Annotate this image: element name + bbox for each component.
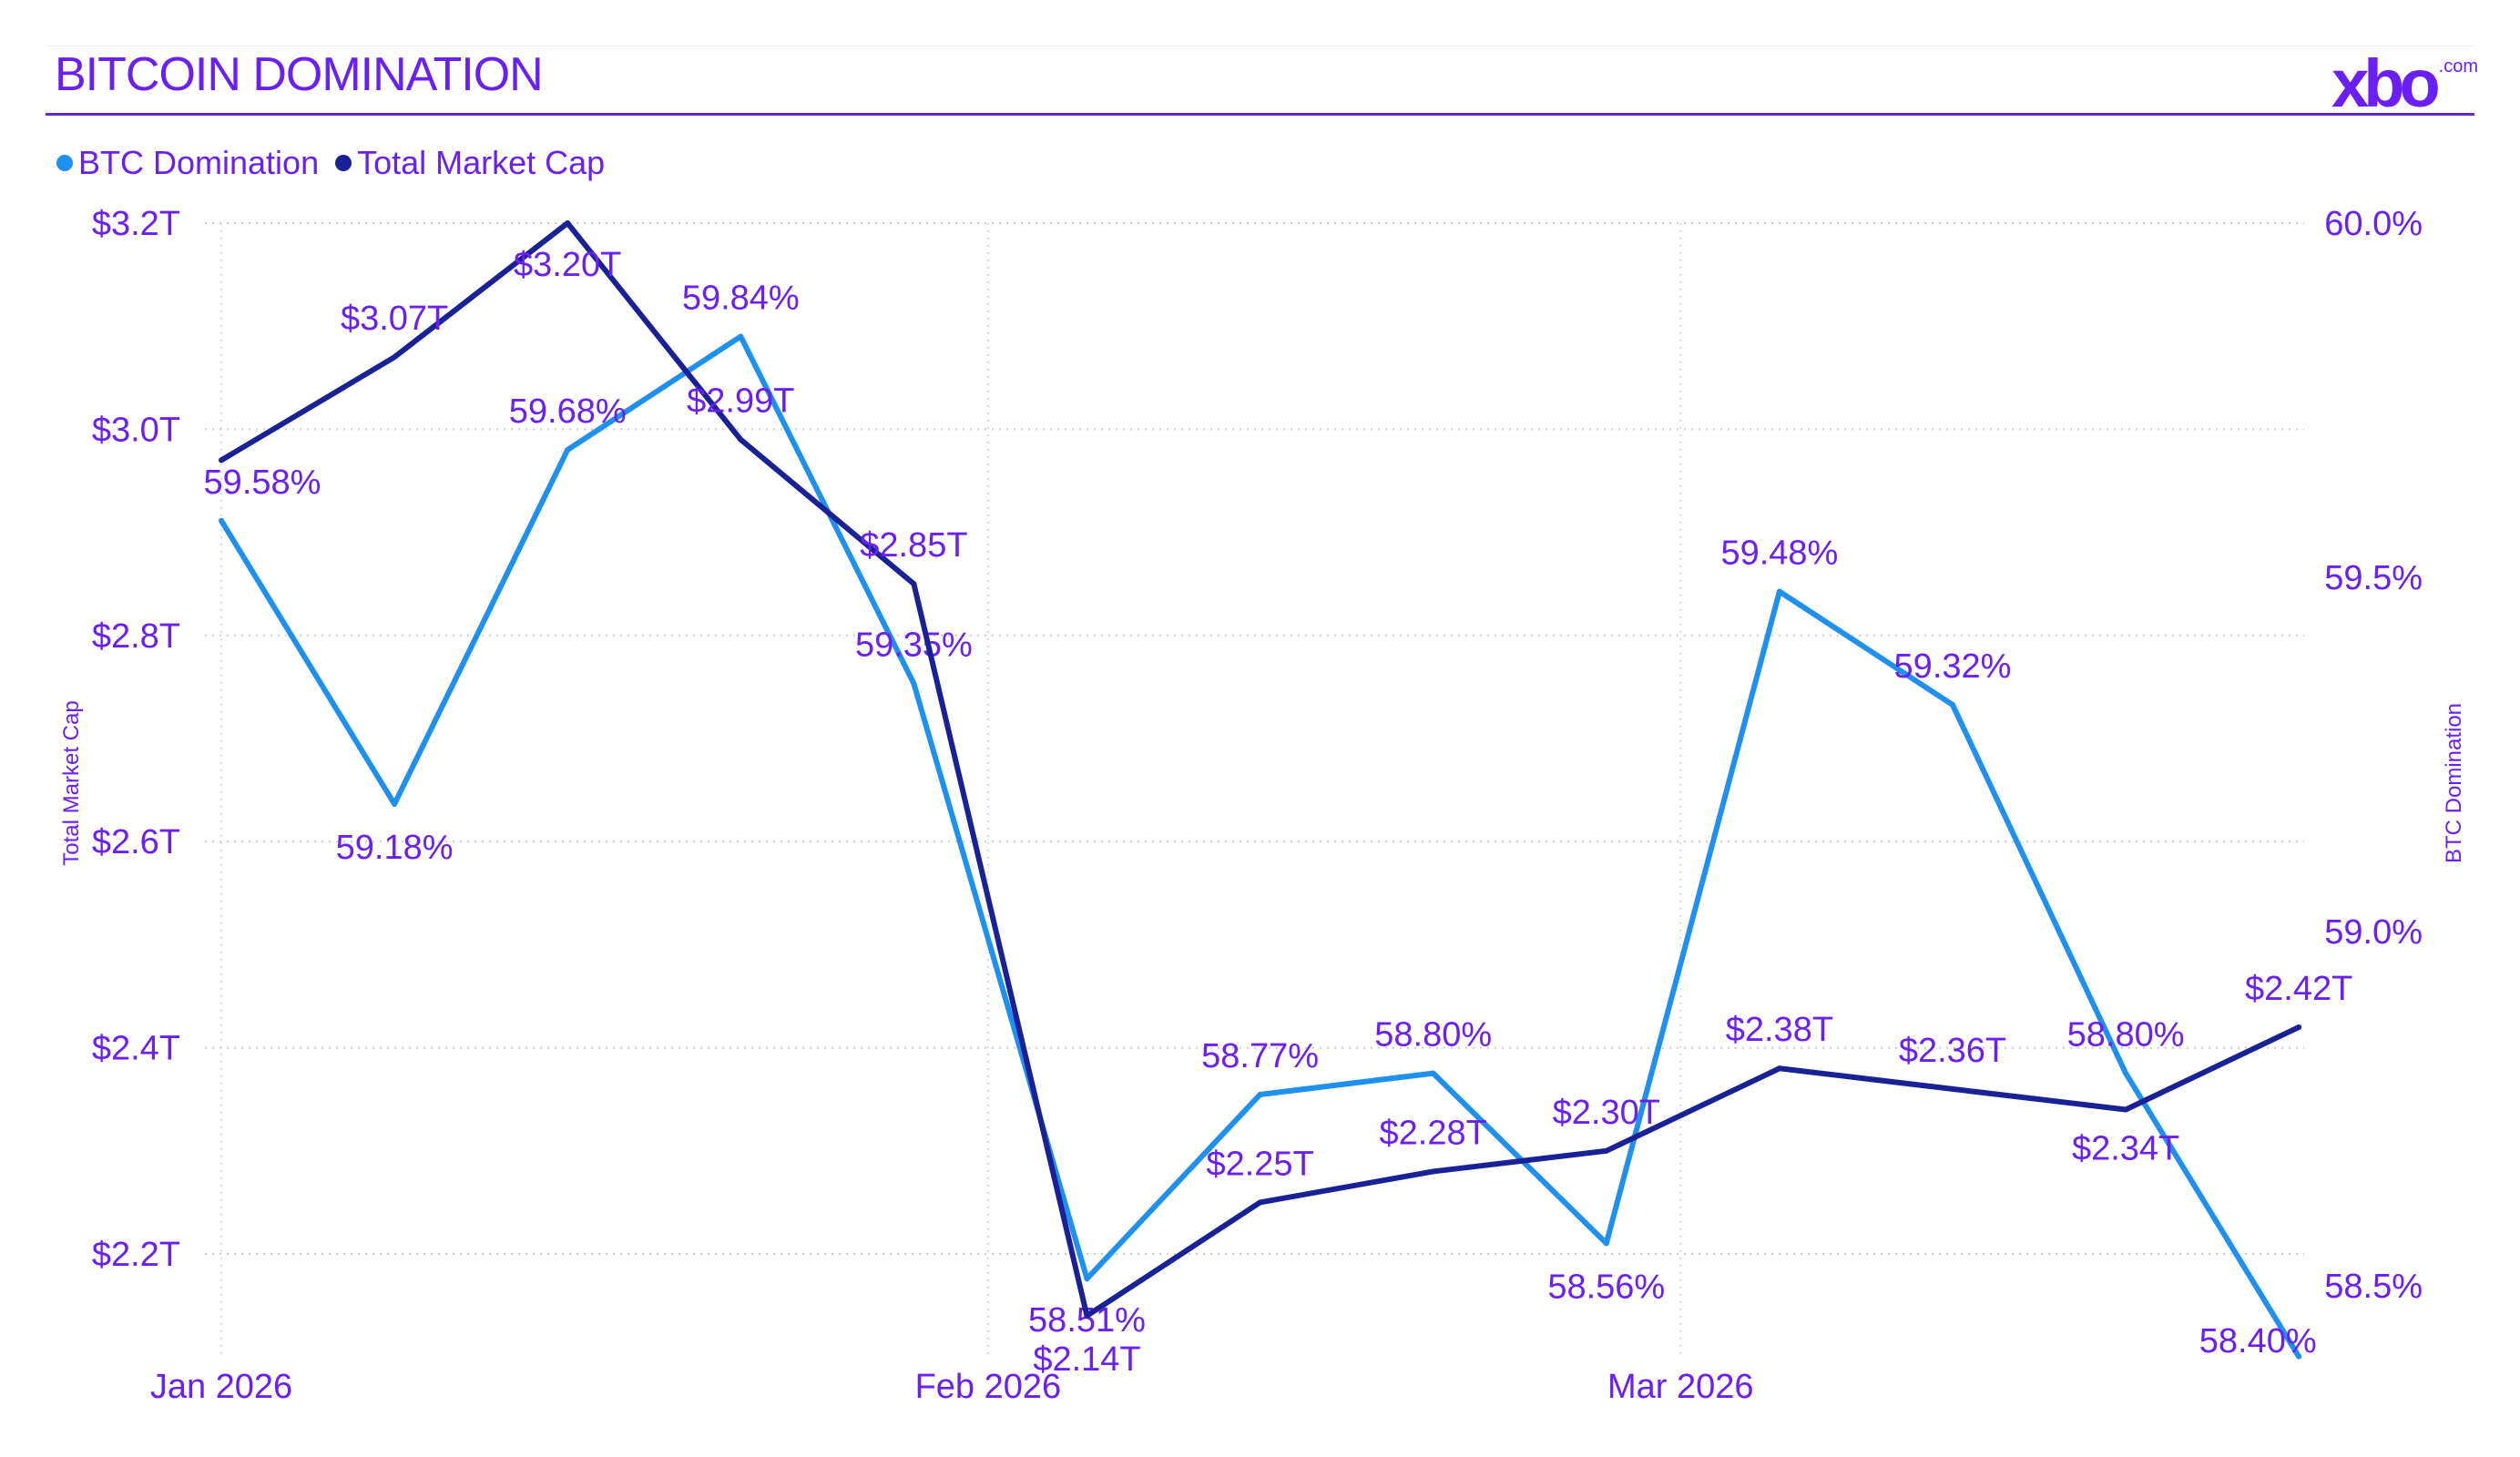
data-label: $2.85T [860,526,967,565]
data-point [1776,1065,1782,1072]
y-tick-right: 59.5% [2324,559,2423,597]
x-tick: Feb 2026 [915,1368,1062,1406]
legend-item-mcap[interactable]: Total Market Cap [335,144,605,182]
data-point [219,517,224,524]
data-point [1950,1085,1955,1092]
data-label: $2.99T [687,382,794,421]
data-label: $2.38T [1726,1011,1833,1049]
legend-label: BTC Domination [78,144,320,181]
data-point [911,581,917,587]
data-label: 59.58% [204,464,321,502]
data-point [392,800,398,807]
data-label: $3.07T [341,300,448,338]
y-axis-title-right: BTC Domination [2442,703,2466,863]
data-label: $2.28T [1380,1114,1487,1152]
y-tick-right: 58.5% [2324,1268,2423,1306]
y-tick-left: $3.0T [92,411,180,449]
x-tick: Jan 2026 [150,1368,292,1406]
legend-dot-btc-icon [56,155,73,171]
y-tick-right: 59.0% [2324,913,2423,952]
data-point [392,354,398,361]
data-point [911,680,917,687]
data-point [1430,1070,1436,1076]
data-point [1084,1312,1090,1319]
legend-label: Total Market Cap [357,144,606,181]
legend-dot-mcap-icon [335,155,352,171]
data-label: 58.77% [1201,1037,1319,1075]
data-point [2296,1353,2302,1360]
data-point [738,333,744,340]
data-point [1950,702,1955,708]
data-label: $2.36T [1899,1032,2006,1070]
chart-title: BITCOIN DOMINATION [55,48,544,101]
logo-text: xbo [2331,46,2441,121]
data-point [1084,1276,1090,1282]
data-point [1257,1199,1263,1206]
data-label: $2.34T [2072,1130,2179,1168]
data-point [1430,1168,1436,1175]
data-label: $3.20T [514,246,621,284]
data-point [2123,1070,2129,1076]
xbo-logo: xbo .com [2331,50,2478,117]
y-tick-left: $2.4T [92,1030,180,1068]
data-label: 59.35% [855,627,973,665]
data-label: 59.84% [682,279,800,317]
data-point [219,457,224,464]
legend: BTC Domination Total Market Cap [56,144,605,182]
data-label: 58.80% [2067,1016,2185,1055]
data-point [1603,1147,1609,1154]
data-label: $2.14T [1033,1340,1140,1379]
data-point [2296,1024,2302,1030]
header-rule [46,113,2474,116]
y-tick-left: $2.8T [92,617,180,656]
legend-item-btc[interactable]: BTC Domination [56,144,319,182]
y-axis-title-left: Total Market Cap [59,700,84,865]
y-tick-left: $2.2T [92,1236,180,1274]
data-point [1257,1091,1263,1097]
data-label: 59.18% [336,829,454,867]
x-tick: Mar 2026 [1607,1368,1754,1406]
data-label: 59.48% [1720,535,1838,573]
y-tick-right: 60.0% [2324,205,2423,243]
data-point [565,446,571,453]
data-label: $2.30T [1553,1094,1660,1132]
data-label: 58.40% [2199,1322,2317,1360]
data-point [1603,1240,1609,1247]
data-label: $2.42T [2245,970,2352,1008]
data-point [738,436,744,443]
data-label: 59.68% [509,392,627,431]
logo-suffix: .com [2438,56,2478,76]
data-label: 58.80% [1374,1016,1492,1055]
data-label: 59.32% [1894,647,2012,686]
data-label: 58.56% [1547,1268,1665,1306]
data-point [1776,588,1782,595]
data-label: $2.25T [1206,1145,1313,1183]
y-tick-left: $3.2T [92,205,180,243]
y-tick-left: $2.6T [92,823,180,861]
data-point [2123,1106,2129,1113]
data-point [565,220,571,226]
